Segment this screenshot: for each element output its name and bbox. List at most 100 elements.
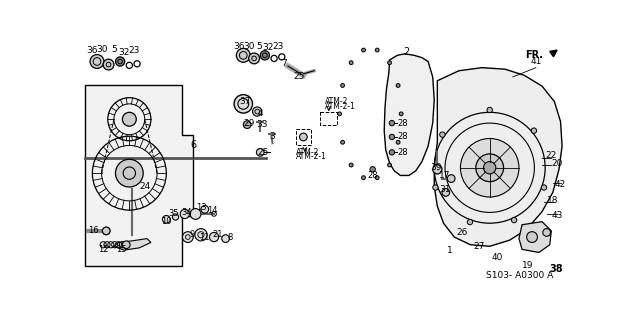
Text: ATM-2: ATM-2	[325, 97, 348, 106]
Text: FR.: FR.	[525, 50, 543, 60]
Circle shape	[190, 209, 201, 219]
Circle shape	[103, 59, 114, 70]
Text: 37: 37	[239, 97, 251, 106]
Text: 32: 32	[262, 43, 274, 52]
Text: 40: 40	[492, 253, 503, 262]
Text: ATM-2-1: ATM-2-1	[325, 102, 356, 111]
Text: 6: 6	[190, 140, 196, 150]
Circle shape	[234, 95, 253, 113]
Circle shape	[340, 140, 344, 144]
Polygon shape	[435, 68, 562, 246]
Text: 13: 13	[196, 203, 206, 212]
Circle shape	[122, 241, 130, 249]
Polygon shape	[384, 54, 435, 175]
Text: 29: 29	[244, 119, 255, 128]
Text: 30: 30	[243, 42, 255, 51]
Polygon shape	[86, 84, 193, 266]
Text: 32: 32	[118, 48, 130, 57]
Circle shape	[201, 205, 209, 213]
Circle shape	[362, 176, 365, 180]
Text: 20: 20	[552, 159, 563, 168]
Text: 15: 15	[116, 245, 127, 254]
Circle shape	[90, 55, 104, 68]
Text: 5: 5	[256, 42, 262, 51]
Text: 23: 23	[128, 46, 140, 55]
Text: 7: 7	[281, 59, 287, 68]
Text: ATM-2-1: ATM-2-1	[296, 153, 326, 162]
Circle shape	[253, 107, 262, 116]
Circle shape	[388, 61, 392, 65]
Circle shape	[447, 175, 455, 182]
Circle shape	[221, 235, 230, 243]
Circle shape	[527, 232, 538, 243]
Circle shape	[370, 167, 375, 172]
Text: 31: 31	[439, 185, 451, 194]
Circle shape	[487, 107, 492, 113]
Text: 42: 42	[555, 180, 566, 189]
Text: 14: 14	[207, 206, 218, 215]
Text: 22: 22	[546, 151, 557, 160]
Circle shape	[260, 51, 269, 60]
Circle shape	[349, 163, 353, 167]
Text: 39: 39	[430, 163, 442, 172]
Circle shape	[389, 134, 395, 140]
Text: 4: 4	[257, 109, 263, 118]
Text: 10: 10	[161, 217, 172, 226]
Polygon shape	[114, 239, 151, 250]
Circle shape	[460, 139, 519, 197]
Text: 19: 19	[522, 261, 534, 270]
Text: 25: 25	[294, 72, 305, 81]
Circle shape	[349, 61, 353, 65]
Circle shape	[115, 159, 143, 187]
Circle shape	[243, 121, 251, 129]
Circle shape	[182, 232, 193, 243]
Text: 27: 27	[473, 242, 484, 251]
Text: 26: 26	[456, 228, 468, 237]
Circle shape	[375, 48, 379, 52]
Text: ATM-2: ATM-2	[296, 148, 319, 157]
Text: 18: 18	[547, 196, 559, 204]
Text: 5: 5	[111, 45, 117, 54]
Circle shape	[375, 176, 379, 180]
Circle shape	[180, 209, 189, 219]
Circle shape	[362, 48, 365, 52]
Bar	[296, 129, 311, 145]
Text: 28: 28	[397, 132, 408, 141]
Text: 28: 28	[367, 171, 378, 180]
Text: 28: 28	[397, 119, 408, 128]
Text: 8: 8	[228, 233, 233, 242]
Text: 35: 35	[169, 210, 179, 219]
Circle shape	[340, 84, 344, 87]
Text: 36: 36	[86, 46, 98, 55]
Text: 25: 25	[258, 148, 269, 157]
Circle shape	[122, 112, 136, 126]
Circle shape	[389, 120, 395, 126]
Text: 12: 12	[98, 245, 108, 254]
Text: 33: 33	[256, 120, 268, 129]
Circle shape	[531, 128, 536, 133]
Text: S103- A0300 A: S103- A0300 A	[486, 271, 553, 280]
Text: 3: 3	[269, 132, 275, 141]
Text: 34: 34	[181, 208, 191, 217]
Text: 43: 43	[552, 211, 563, 220]
Circle shape	[389, 150, 395, 155]
Text: 9: 9	[189, 230, 195, 239]
Text: 16: 16	[88, 227, 99, 236]
Circle shape	[433, 165, 442, 174]
Text: 38: 38	[549, 264, 563, 275]
Circle shape	[511, 217, 517, 223]
Polygon shape	[519, 222, 551, 252]
Text: 11: 11	[200, 233, 210, 242]
Circle shape	[115, 57, 125, 66]
Circle shape	[338, 112, 342, 116]
Circle shape	[543, 228, 550, 236]
Text: 2: 2	[403, 47, 410, 57]
Circle shape	[209, 232, 219, 242]
Circle shape	[396, 140, 400, 144]
Text: 23: 23	[272, 42, 284, 51]
Circle shape	[300, 133, 307, 141]
Text: 36: 36	[233, 42, 244, 51]
Bar	[320, 112, 337, 125]
Circle shape	[236, 48, 250, 62]
Circle shape	[484, 162, 496, 174]
